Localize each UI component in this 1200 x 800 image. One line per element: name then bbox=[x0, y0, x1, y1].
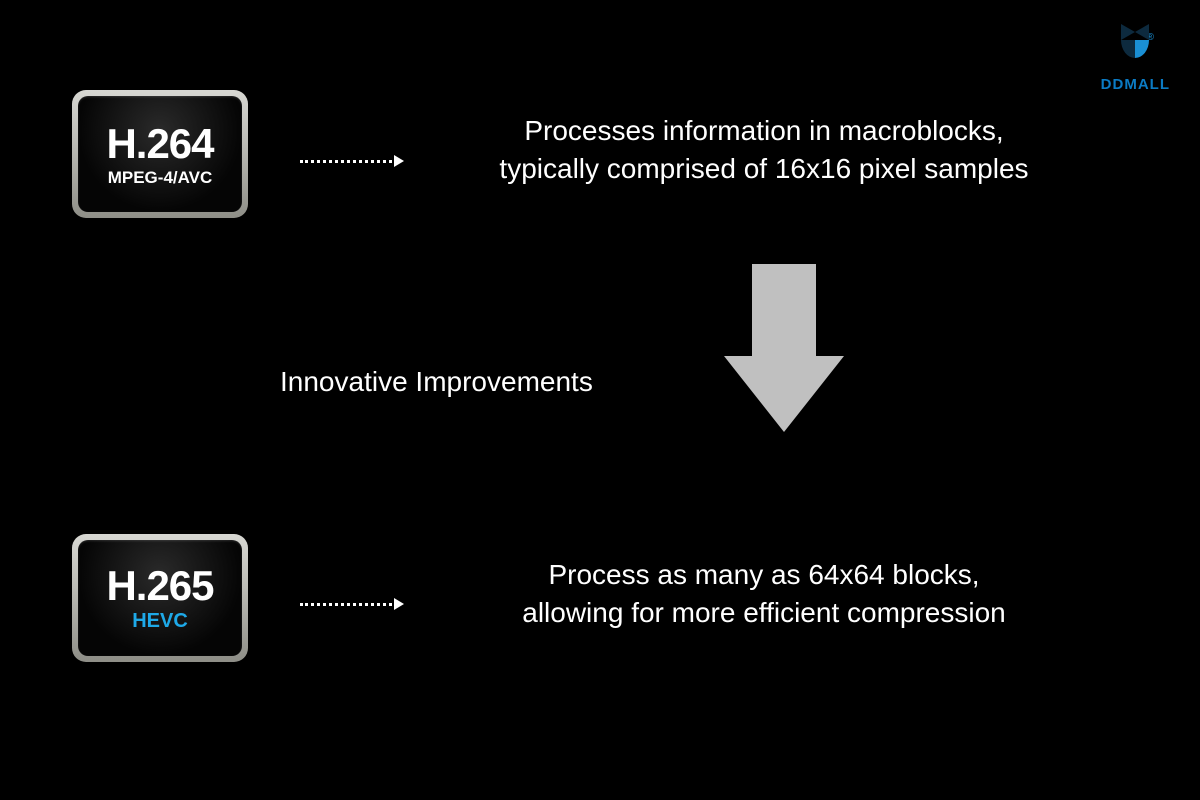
brand-logo-mark bbox=[1107, 18, 1163, 74]
codec-h264-subtitle: MPEG-4/AVC bbox=[108, 169, 213, 186]
dotted-arrow-head bbox=[394, 598, 404, 610]
codec-badge-h265-inner: H.265 HEVC bbox=[78, 540, 242, 656]
codec-badge-h265: H.265 HEVC bbox=[72, 534, 248, 662]
description-h264-line2: typically comprised of 16x16 pixel sampl… bbox=[424, 150, 1104, 188]
dotted-arrow-top bbox=[300, 155, 404, 167]
description-h264: Processes information in macroblocks, ty… bbox=[424, 112, 1104, 188]
codec-h264-title: H.264 bbox=[106, 123, 213, 165]
codec-h265-title: H.265 bbox=[106, 565, 213, 607]
dotted-arrow-line bbox=[300, 160, 392, 163]
codec-badge-h264: H.264 MPEG-4/AVC bbox=[72, 90, 248, 218]
brand-name: DDMALL bbox=[1101, 76, 1170, 93]
description-h264-line1: Processes information in macroblocks, bbox=[424, 112, 1104, 150]
description-h265-line1: Process as many as 64x64 blocks, bbox=[424, 556, 1104, 594]
codec-badge-h264-inner: H.264 MPEG-4/AVC bbox=[78, 96, 242, 212]
description-h265-line2: allowing for more efficient compression bbox=[424, 594, 1104, 632]
description-h265: Process as many as 64x64 blocks, allowin… bbox=[424, 556, 1104, 632]
down-arrow-icon bbox=[724, 264, 844, 432]
dotted-arrow-head bbox=[394, 155, 404, 167]
dotted-arrow-line bbox=[300, 603, 392, 606]
middle-label: Innovative Improvements bbox=[280, 366, 593, 398]
brand-logo: ® DDMALL bbox=[1101, 18, 1170, 93]
dotted-arrow-bottom bbox=[300, 598, 404, 610]
codec-h265-subtitle: HEVC bbox=[132, 611, 188, 631]
